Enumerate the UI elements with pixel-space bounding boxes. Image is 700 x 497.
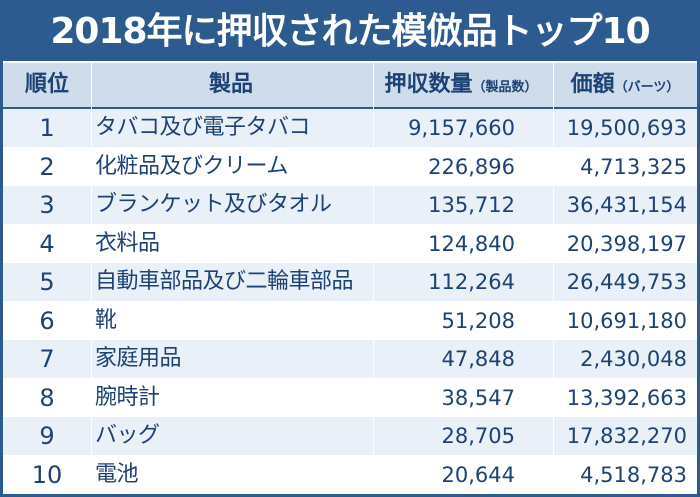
value-cell: 19,500,693 [566, 116, 687, 140]
table-row: 3 ブランケット及びタオル 135,712 36,431,154 [3, 186, 697, 225]
product-cell: 衣料品 [95, 230, 160, 256]
product-cell: バッグ [95, 423, 160, 448]
rank-cell: 4 [39, 229, 55, 258]
product-cell: タバコ及び電子タバコ [95, 115, 311, 140]
header-rank: 順位 [24, 72, 69, 97]
value-cell: 36,431,154 [566, 193, 687, 217]
rank-cell: 5 [39, 268, 55, 296]
product-cell: ブランケット及びタオル [95, 192, 332, 217]
quantity-cell: 124,840 [428, 231, 515, 256]
value-cell: 20,398,197 [566, 231, 687, 256]
header-value-unit: （バーツ） [614, 80, 680, 95]
quantity-cell: 51,208 [441, 308, 515, 333]
rank-cell: 10 [31, 460, 63, 489]
value-cell: 17,832,270 [566, 424, 687, 448]
rank-cell: 3 [39, 191, 55, 219]
table-row: 2 化粧品及びクリーム 226,896 4,713,325 [3, 147, 697, 186]
rank-cell: 9 [39, 422, 55, 450]
rank-cell: 7 [39, 345, 55, 373]
table-row: 4 衣料品 124,840 20,398,197 [3, 224, 697, 263]
header-product: 製品 [208, 72, 253, 97]
quantity-cell: 226,896 [428, 154, 515, 179]
product-cell: 腕時計 [95, 384, 160, 410]
product-cell: 自動車部品及び二輪車部品 [95, 269, 354, 294]
product-cell: 電池 [95, 461, 139, 487]
header-quantity: 押収数量（製品数） [373, 63, 549, 110]
quantity-cell: 112,264 [428, 270, 515, 294]
table-row: 8 腕時計 38,547 13,392,663 [3, 378, 697, 417]
rank-cell: 6 [39, 306, 55, 335]
table-row: 5 自動車部品及び二輪車部品 112,264 26,449,753 [3, 263, 697, 302]
product-cell: 化粧品及びクリーム [95, 153, 288, 179]
value-cell: 2,430,048 [580, 347, 687, 371]
value-cell: 10,691,180 [566, 308, 687, 333]
table-row: 1 タバコ及び電子タバコ 9,157,660 19,500,693 [3, 109, 697, 148]
table-title: 2018年に押収された模倣品トップ10 [3, 3, 697, 61]
header-value: 価額（バーツ） [553, 63, 697, 110]
quantity-cell: 9,157,660 [408, 116, 515, 140]
product-cell: 靴 [95, 307, 117, 333]
rank-cell: 1 [39, 114, 55, 142]
value-cell: 13,392,663 [566, 385, 687, 410]
table-body: 1 タバコ及び電子タバコ 9,157,660 19,500,693 2 化粧品及びクリーム… [3, 109, 697, 494]
table-row: 10 電池 20,644 4,518,783 [3, 455, 697, 494]
table-header: 順位 製品 押収数量（製品数） 価額（バーツ） [3, 61, 697, 109]
value-cell: 4,713,325 [580, 154, 687, 179]
quantity-cell: 135,712 [428, 193, 515, 217]
header-quantity-label: 押収数量 [384, 72, 473, 97]
column-divider [553, 61, 554, 494]
quantity-cell: 20,644 [441, 462, 515, 487]
rank-cell: 2 [39, 152, 55, 181]
value-cell: 4,518,783 [580, 462, 687, 487]
quantity-cell: 38,547 [441, 385, 515, 410]
column-divider [91, 61, 92, 494]
column-divider [373, 61, 374, 494]
header-quantity-unit: （製品数） [472, 80, 538, 95]
quantity-cell: 28,705 [441, 424, 515, 448]
product-cell: 家庭用品 [95, 346, 182, 371]
rank-cell: 8 [39, 383, 55, 412]
table-row: 7 家庭用品 47,848 2,430,048 [3, 340, 697, 379]
table-row: 6 靴 51,208 10,691,180 [3, 301, 697, 340]
header-value-label: 価額 [570, 72, 615, 97]
table-row: 9 バッグ 28,705 17,832,270 [3, 417, 697, 456]
quantity-cell: 47,848 [441, 347, 515, 371]
value-cell: 26,449,753 [566, 270, 687, 294]
